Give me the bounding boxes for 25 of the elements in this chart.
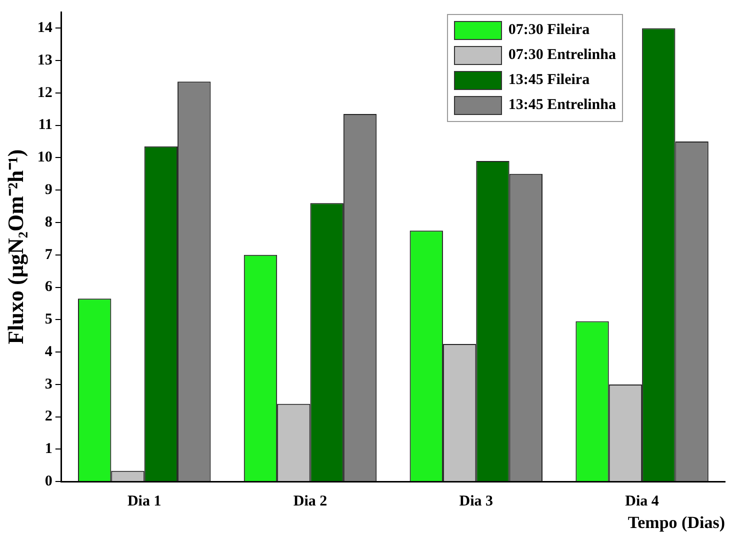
y-tick-label: 11 <box>38 117 52 134</box>
y-tick-label: 8 <box>44 214 52 230</box>
y-tick-label: 10 <box>37 150 52 166</box>
y-tick-label: 7 <box>44 246 53 263</box>
y-axis-title: Fluxo (µgN₂Om⁻²h⁻¹) <box>2 149 28 344</box>
y-tick-label: 0 <box>44 473 52 490</box>
y-tick-label: 4 <box>44 344 53 360</box>
x-tick-label: Dia 4 <box>625 493 660 510</box>
legend-label: 07:30 Fileira <box>508 22 590 39</box>
legend-label: 07:30 Entrelinha <box>508 47 616 64</box>
y-tick-label: 6 <box>44 279 53 296</box>
y-tick-label: 14 <box>37 20 53 36</box>
x-tick-label: Dia 3 <box>459 493 494 510</box>
y-tick-label: 9 <box>44 182 52 198</box>
x-tick-label: Dia 2 <box>293 493 328 510</box>
y-tick-label: 1 <box>44 441 52 458</box>
y-tick-label: 2 <box>44 408 52 425</box>
y-tick-label: 13 <box>37 52 52 68</box>
y-tick-label: 12 <box>37 84 52 101</box>
y-tick-label: 5 <box>44 312 52 328</box>
legend-label: 13:45 Fileira <box>508 72 590 89</box>
legend-label: 13:45 Entrelinha <box>508 97 616 114</box>
y-tick-label: 3 <box>44 376 52 392</box>
x-tick-label: Dia 1 <box>127 493 162 510</box>
x-axis-title: Tempo (Dias) <box>628 513 725 532</box>
